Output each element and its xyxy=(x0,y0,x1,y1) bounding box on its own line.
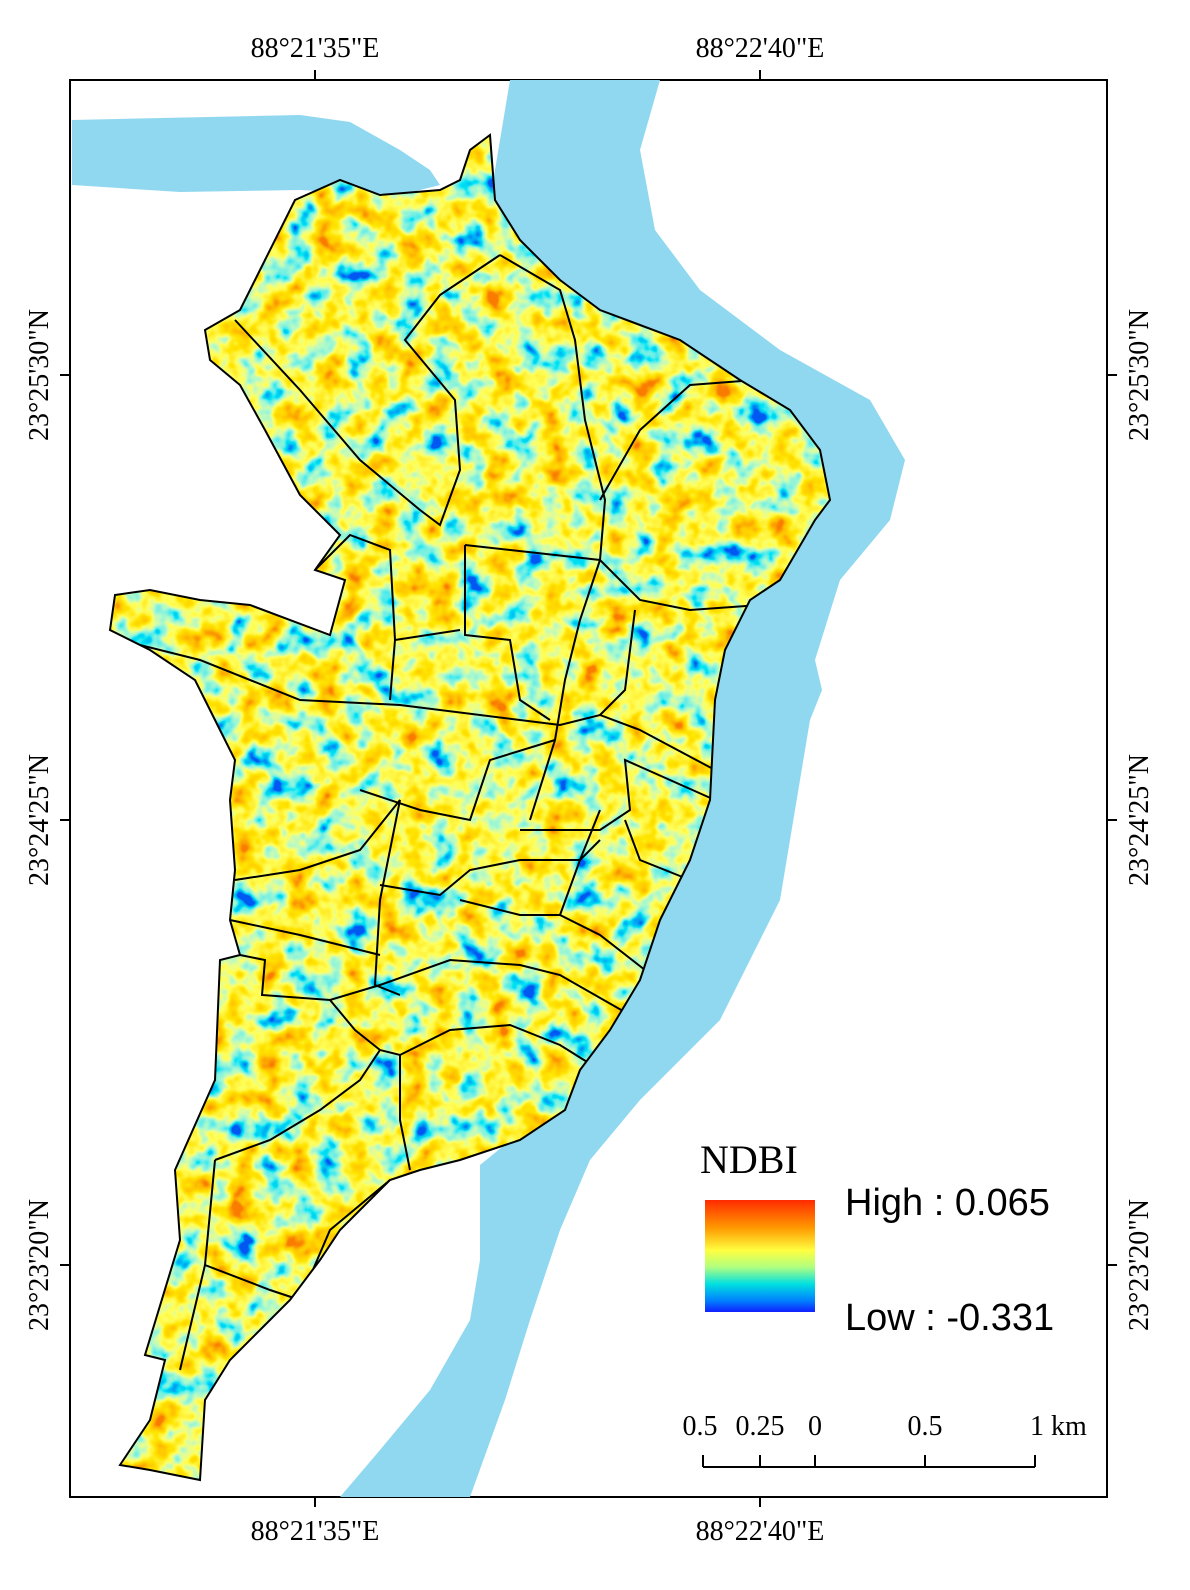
legend-title: NDBI xyxy=(700,1137,798,1182)
scale-label: 0.5 xyxy=(683,1411,718,1442)
left-coordinate-label: 23°25'30"N xyxy=(24,309,55,441)
right-coordinate-label: 23°24'25"N xyxy=(1124,754,1155,886)
legend-colorbar xyxy=(705,1200,815,1312)
scale-label: 1 km xyxy=(1030,1411,1087,1442)
scale-bar xyxy=(702,1455,1036,1468)
legend-low: Low : -0.331 xyxy=(845,1297,1054,1339)
right-coordinate-label: 23°23'20"N xyxy=(1124,1199,1155,1331)
scale-label: 0 xyxy=(808,1411,822,1442)
coordinate-labels: 88°21'35"E 88°22'40"E 88°21'35"E 88°22'40"E… xyxy=(24,33,1155,1547)
top-coordinate-label: 88°21'35"E xyxy=(251,33,380,64)
coordinate-ticks xyxy=(60,70,1117,1507)
legend: NDBI High : 0.065 Low : -0.331 xyxy=(700,1137,1054,1339)
top-coordinate-label: 88°22'40"E xyxy=(696,33,825,64)
bottom-coordinate-label: 88°22'40"E xyxy=(696,1516,825,1547)
bottom-coordinate-label: 88°21'35"E xyxy=(251,1516,380,1547)
scale-label: 0.5 xyxy=(908,1411,943,1442)
scale-label: 0.25 xyxy=(736,1411,785,1442)
scale-labels: 0.5 0.25 0 0.5 1 km xyxy=(683,1411,1088,1442)
left-coordinate-label: 23°23'20"N xyxy=(24,1199,55,1331)
right-coordinate-label: 23°25'30"N xyxy=(1124,309,1155,441)
left-coordinate-label: 23°24'25"N xyxy=(24,754,55,886)
ward-boundaries xyxy=(119,254,761,1371)
legend-high: High : 0.065 xyxy=(845,1182,1050,1224)
